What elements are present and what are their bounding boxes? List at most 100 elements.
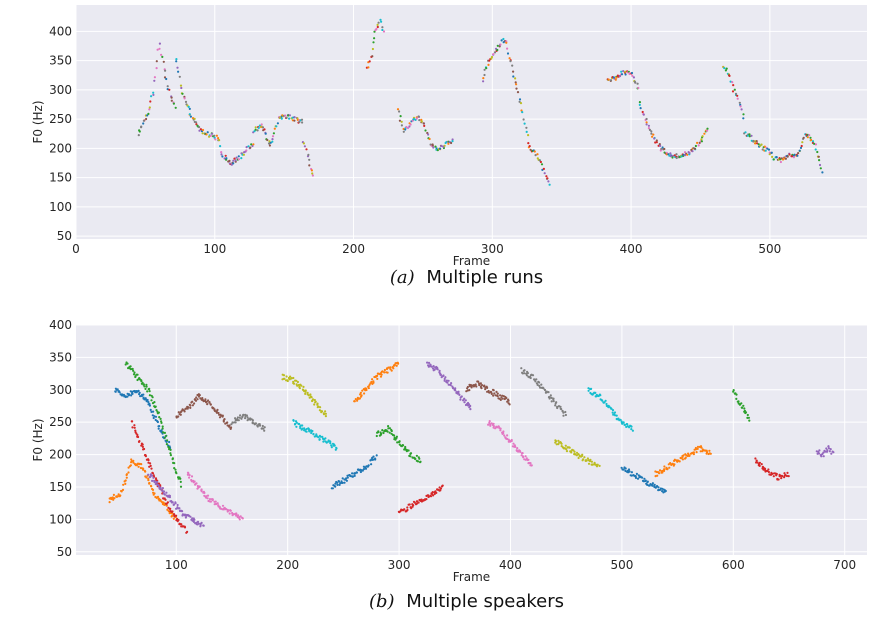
data-point: [158, 42, 161, 45]
data-point: [655, 141, 658, 144]
data-point: [271, 135, 275, 138]
data-point: [427, 361, 431, 364]
y-tick-labels: 50 100 150 200 250 300 350 400: [49, 318, 72, 559]
data-point: [151, 479, 154, 482]
x-tick-label: 0: [72, 242, 80, 256]
data-point: [160, 429, 163, 432]
data-point: [792, 156, 796, 159]
data-point: [510, 439, 513, 443]
data-point: [625, 425, 628, 428]
data-point: [372, 41, 375, 44]
data-point: [120, 490, 123, 493]
data-point: [161, 487, 164, 490]
data-point: [607, 78, 610, 81]
data-point: [748, 135, 751, 138]
data-point: [708, 449, 711, 452]
data-point: [636, 477, 640, 480]
data-point: [206, 403, 209, 406]
data-point: [408, 125, 411, 128]
data-point: [245, 414, 248, 417]
data-point: [410, 507, 413, 510]
data-point: [171, 501, 174, 504]
data-point: [166, 439, 169, 442]
data-point: [126, 362, 129, 365]
data-point: [300, 384, 303, 387]
data-point: [149, 462, 152, 465]
data-point: [525, 130, 528, 133]
data-point: [417, 501, 420, 504]
data-point: [545, 391, 548, 394]
data-point: [272, 132, 275, 135]
data-point: [146, 390, 149, 393]
data-point: [475, 385, 478, 388]
data-point: [375, 27, 378, 31]
data-point: [325, 441, 328, 444]
data-point: [260, 123, 263, 126]
data-point: [180, 86, 183, 90]
data-point: [165, 443, 168, 446]
data-point: [302, 385, 305, 388]
data-point: [225, 157, 228, 160]
data-point: [556, 406, 559, 410]
data-point: [177, 70, 180, 73]
data-point: [779, 160, 783, 164]
data-point: [157, 427, 160, 430]
data-point: [386, 430, 389, 433]
data-point: [139, 395, 142, 398]
data-point: [256, 129, 259, 132]
data-point: [806, 136, 809, 139]
data-point: [570, 451, 573, 454]
data-point: [307, 428, 311, 431]
data-point: [499, 398, 502, 401]
data-point: [450, 141, 453, 145]
data-point: [797, 152, 800, 155]
data-point: [415, 454, 418, 457]
data-point: [420, 120, 423, 123]
data-point: [505, 396, 508, 399]
data-point: [506, 47, 509, 50]
data-point: [427, 133, 430, 136]
data-point: [171, 510, 174, 513]
data-point: [313, 398, 316, 402]
data-point: [263, 128, 266, 131]
data-point: [622, 468, 625, 471]
data-point: [636, 82, 639, 85]
data-point: [675, 156, 678, 160]
data-point: [637, 86, 640, 90]
data-point: [683, 154, 687, 157]
data-point: [237, 514, 240, 517]
data-point: [324, 412, 327, 415]
data-point: [345, 479, 348, 482]
data-point: [232, 159, 235, 162]
data-point: [183, 526, 187, 529]
data-point: [264, 132, 267, 135]
data-point: [502, 430, 505, 433]
y-tick-label: 250: [49, 415, 72, 429]
data-point: [124, 363, 127, 366]
data-point: [683, 151, 687, 154]
data-point: [189, 404, 192, 407]
data-point: [464, 399, 467, 402]
data-point: [775, 156, 778, 159]
data-point: [370, 380, 373, 384]
data-point: [376, 23, 379, 26]
data-point: [198, 394, 201, 397]
data-point: [671, 156, 674, 159]
data-point: [307, 153, 310, 156]
data-point: [365, 388, 368, 392]
x-tick-label: 500: [610, 558, 633, 572]
data-point: [282, 374, 286, 377]
data-point: [508, 403, 511, 406]
data-point: [226, 421, 229, 424]
data-point: [733, 88, 736, 91]
data-point: [627, 468, 631, 471]
data-point: [503, 434, 506, 437]
data-point: [228, 159, 231, 162]
data-point: [158, 425, 161, 428]
data-points: [108, 361, 835, 534]
data-point: [161, 425, 164, 428]
data-point: [252, 143, 255, 146]
data-point: [172, 102, 175, 105]
data-point: [198, 126, 201, 129]
data-point: [146, 114, 149, 117]
